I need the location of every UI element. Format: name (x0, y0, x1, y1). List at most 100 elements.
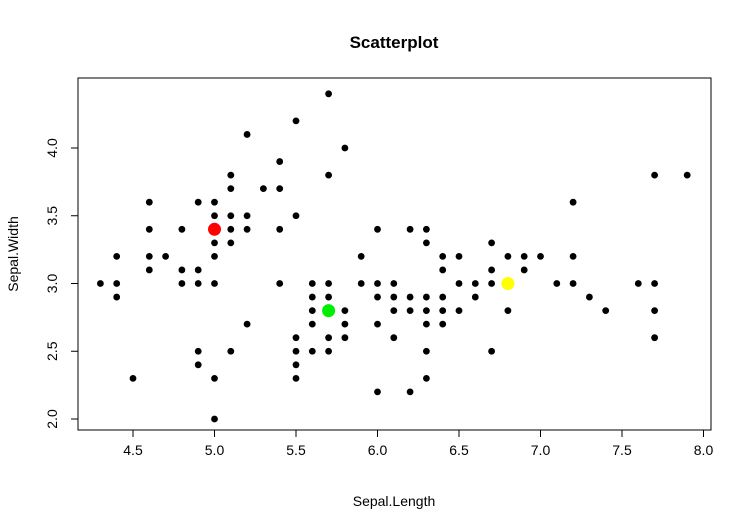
chart-title: Scatterplot (350, 33, 439, 52)
data-point (390, 280, 398, 287)
x-tick-label: 7.5 (612, 442, 632, 458)
data-point (211, 374, 218, 382)
data-point (504, 307, 512, 314)
data-point (325, 347, 332, 355)
data-point (276, 225, 284, 233)
data-point (569, 198, 577, 206)
data-point (308, 347, 316, 355)
data-point (488, 347, 495, 355)
data-point (406, 307, 414, 314)
data-point (423, 307, 430, 314)
highlight-point (322, 304, 336, 318)
data-point (276, 280, 284, 287)
data-point (390, 334, 398, 342)
x-tick-label: 5.0 (205, 442, 225, 458)
data-point (292, 374, 300, 382)
data-point (97, 280, 104, 287)
data-point (211, 415, 218, 423)
data-point (243, 225, 251, 233)
x-tick-label: 6.0 (368, 442, 388, 458)
data-point (292, 334, 300, 342)
data-point (374, 280, 381, 287)
data-point (374, 293, 381, 301)
data-point (227, 212, 235, 220)
data-point (292, 212, 300, 220)
data-point (651, 171, 658, 179)
data-point (341, 334, 349, 342)
data-point (260, 185, 267, 193)
data-point (406, 293, 414, 301)
data-point (455, 307, 463, 314)
y-axis: 2.0 2.5 3.0 3.5 4.0 (44, 138, 79, 429)
data-point (423, 239, 430, 247)
x-tick-label: 8.0 (694, 442, 714, 458)
data-point (471, 280, 479, 287)
data-point (211, 280, 218, 287)
data-point (374, 388, 381, 396)
x-tick-label: 7.0 (531, 442, 551, 458)
data-point (145, 198, 153, 206)
data-point (423, 374, 430, 382)
data-point (145, 266, 153, 274)
y-tick-label: 3.5 (44, 206, 60, 226)
y-tick-label: 2.5 (44, 341, 60, 361)
data-point (194, 361, 202, 369)
data-point (113, 293, 121, 301)
data-point (602, 307, 610, 314)
data-point (292, 117, 300, 125)
data-point (374, 320, 381, 328)
data-point (227, 185, 235, 193)
data-point (634, 280, 642, 287)
x-tick-label: 4.5 (123, 442, 143, 458)
data-point (325, 334, 332, 342)
data-point (308, 307, 316, 314)
data-point (537, 253, 544, 260)
data-point (194, 198, 202, 206)
data-point (488, 266, 495, 274)
x-axis-label: Sepal.Length (353, 493, 436, 509)
data-point (308, 320, 316, 328)
data-point (243, 212, 251, 220)
x-tick-label: 5.5 (286, 442, 306, 458)
data-point (390, 307, 398, 314)
data-point (276, 158, 284, 165)
data-point (178, 280, 186, 287)
data-point (520, 266, 528, 274)
data-point (325, 293, 332, 301)
data-point (423, 347, 430, 355)
data-point (113, 280, 121, 287)
data-point (488, 280, 495, 287)
data-point (423, 293, 430, 301)
data-point (308, 280, 316, 287)
data-point (243, 320, 251, 328)
data-point (439, 320, 447, 328)
data-point (651, 280, 658, 287)
y-tick-label: 2.0 (44, 409, 60, 429)
data-point (129, 374, 137, 382)
data-point (390, 293, 398, 301)
data-point (211, 212, 218, 220)
data-point (357, 280, 365, 287)
data-point (439, 266, 447, 274)
data-point (162, 253, 170, 260)
data-points (97, 90, 691, 423)
data-point (520, 253, 528, 260)
data-point (194, 266, 202, 274)
data-point (683, 171, 691, 179)
data-point (341, 320, 349, 328)
data-point (569, 253, 577, 260)
data-point (651, 307, 658, 314)
data-point (145, 253, 153, 260)
data-point (341, 307, 349, 314)
data-point (145, 225, 153, 233)
data-point (341, 144, 349, 152)
y-axis-label: Sepal.Width (5, 216, 21, 291)
data-point (553, 280, 561, 287)
data-point (423, 320, 430, 328)
data-point (194, 280, 202, 287)
data-point (455, 253, 463, 260)
data-point (292, 361, 300, 369)
data-point (325, 280, 332, 287)
data-point (308, 293, 316, 301)
plot-frame (77, 77, 712, 431)
